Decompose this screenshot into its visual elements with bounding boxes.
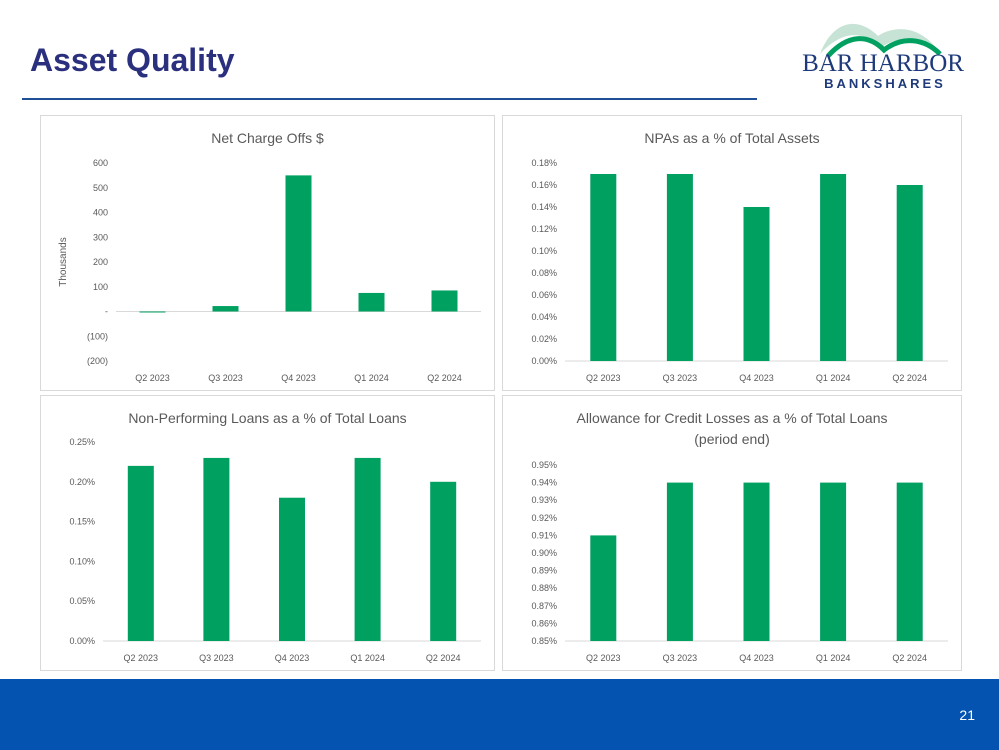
- x-tick-label: Q1 2024: [350, 653, 385, 663]
- x-tick-label: Q3 2023: [208, 373, 243, 383]
- bar: [212, 306, 239, 312]
- y-tick-label: -: [105, 307, 108, 317]
- chart-svg: Allowance for Credit Losses as a % of To…: [531, 410, 948, 663]
- bar: [590, 174, 617, 361]
- y-axis-label: Thousands: [58, 237, 69, 286]
- y-tick-label: 400: [93, 208, 108, 218]
- x-tick-label: Q1 2024: [354, 373, 389, 383]
- x-tick-label: Q1 2024: [816, 373, 851, 383]
- bar: [127, 465, 154, 641]
- y-tick-label: 0.95%: [531, 460, 557, 470]
- y-tick-label: 0.06%: [531, 290, 557, 300]
- bar: [285, 175, 312, 312]
- y-tick-label: 0.16%: [531, 180, 557, 190]
- x-tick-label: Q2 2024: [892, 653, 927, 663]
- y-tick-label: 0.02%: [531, 334, 557, 344]
- bar: [431, 290, 458, 312]
- chart-title: (period end): [694, 431, 770, 447]
- y-tick-label: 0.10%: [69, 556, 95, 566]
- bar: [896, 185, 923, 361]
- y-tick-label: 0.92%: [531, 513, 557, 523]
- y-tick-label: 100: [93, 282, 108, 292]
- x-tick-label: Q2 2024: [892, 373, 927, 383]
- y-tick-label: 0.89%: [531, 566, 557, 576]
- x-tick-label: Q4 2023: [281, 373, 316, 383]
- x-tick-label: Q4 2023: [739, 653, 774, 663]
- y-tick-label: 0.25%: [69, 437, 95, 447]
- page-number: 21: [959, 707, 975, 723]
- logo-text-line2: BANKSHARES: [824, 76, 946, 91]
- x-tick-label: Q2 2023: [586, 373, 621, 383]
- y-tick-label: 0.14%: [531, 202, 557, 212]
- x-tick-label: Q4 2023: [739, 373, 774, 383]
- x-tick-label: Q3 2023: [199, 653, 234, 663]
- y-tick-label: 0.91%: [531, 530, 557, 540]
- y-tick-label: 0.94%: [531, 478, 557, 488]
- y-tick-label: 0.93%: [531, 495, 557, 505]
- y-tick-label: 0.08%: [531, 268, 557, 278]
- chart-svg: Non-Performing Loans as a % of Total Loa…: [69, 410, 481, 663]
- y-tick-label: 0.10%: [531, 246, 557, 256]
- y-tick-label: 0.04%: [531, 312, 557, 322]
- bar: [590, 535, 617, 641]
- y-tick-label: 0.00%: [69, 636, 95, 646]
- x-tick-label: Q4 2023: [275, 653, 310, 663]
- x-tick-label: Q2 2024: [427, 373, 462, 383]
- bar: [279, 497, 305, 641]
- chart-npl-pct-loans: Non-Performing Loans as a % of Total Loa…: [40, 395, 495, 671]
- y-tick-label: 0.20%: [69, 477, 95, 487]
- chart-npas-pct-assets: NPAs as a % of Total Assets 0.18% 0.16% 0.1…: [502, 115, 962, 391]
- chart-title: Non-Performing Loans as a % of Total Loa…: [128, 410, 406, 426]
- logo-text-line1: BAR HARBOR: [802, 50, 964, 77]
- y-tick-label: 0.18%: [531, 158, 557, 168]
- bar: [743, 482, 770, 641]
- y-tick-label: 0.15%: [69, 517, 95, 527]
- title-underline: [22, 98, 757, 100]
- y-tick-label: (200): [87, 356, 108, 366]
- chart-title: Net Charge Offs $: [211, 130, 324, 146]
- chart-allowance-pct-loans: Allowance for Credit Losses as a % of To…: [502, 395, 962, 671]
- footer-bar: 21: [0, 679, 999, 750]
- slide-title: Asset Quality: [30, 42, 235, 78]
- bar: [743, 207, 770, 361]
- y-tick-label: 0.87%: [531, 601, 557, 611]
- bar: [203, 457, 230, 641]
- x-tick-label: Q2 2023: [124, 653, 159, 663]
- y-tick-label: (100): [87, 331, 108, 341]
- y-tick-label: 0.86%: [531, 618, 557, 628]
- y-tick-label: 500: [93, 183, 108, 193]
- x-tick-label: Q2 2023: [135, 373, 170, 383]
- x-tick-label: Q3 2023: [663, 653, 698, 663]
- bar: [820, 174, 847, 361]
- chart-title: NPAs as a % of Total Assets: [644, 130, 819, 146]
- bar: [820, 482, 847, 641]
- y-tick-label: 0.90%: [531, 548, 557, 558]
- bar-harbor-logo: BAR HARBOR BANKSHARES: [802, 23, 964, 91]
- bar: [139, 311, 166, 313]
- bar: [358, 292, 385, 312]
- chart-svg: NPAs as a % of Total Assets 0.18% 0.16% 0.1…: [531, 130, 948, 383]
- y-tick-label: 200: [93, 257, 108, 267]
- logo-hills-icon: [820, 23, 938, 54]
- x-tick-label: Q1 2024: [816, 653, 851, 663]
- bar: [430, 481, 457, 641]
- x-tick-label: Q3 2023: [663, 373, 698, 383]
- y-tick-label: 0.05%: [69, 596, 95, 606]
- y-tick-label: 0.00%: [531, 356, 557, 366]
- y-tick-label: 0.88%: [531, 583, 557, 593]
- bar: [896, 482, 923, 641]
- bar: [354, 457, 381, 641]
- chart-net-charge-offs: Net Charge Offs $ 600 500 400 300 200 100 - (100…: [40, 115, 495, 391]
- chart-svg: Net Charge Offs $ 600 500 400 300 200 100 - (100…: [58, 130, 481, 383]
- x-tick-label: Q2 2023: [586, 653, 621, 663]
- y-tick-label: 0.12%: [531, 224, 557, 234]
- y-tick-label: 300: [93, 232, 108, 242]
- y-tick-label: 0.85%: [531, 636, 557, 646]
- y-tick-label: 600: [93, 158, 108, 168]
- bar: [666, 482, 693, 641]
- bar: [666, 174, 693, 361]
- chart-title: Allowance for Credit Losses as a % of To…: [576, 410, 887, 426]
- x-tick-label: Q2 2024: [426, 653, 461, 663]
